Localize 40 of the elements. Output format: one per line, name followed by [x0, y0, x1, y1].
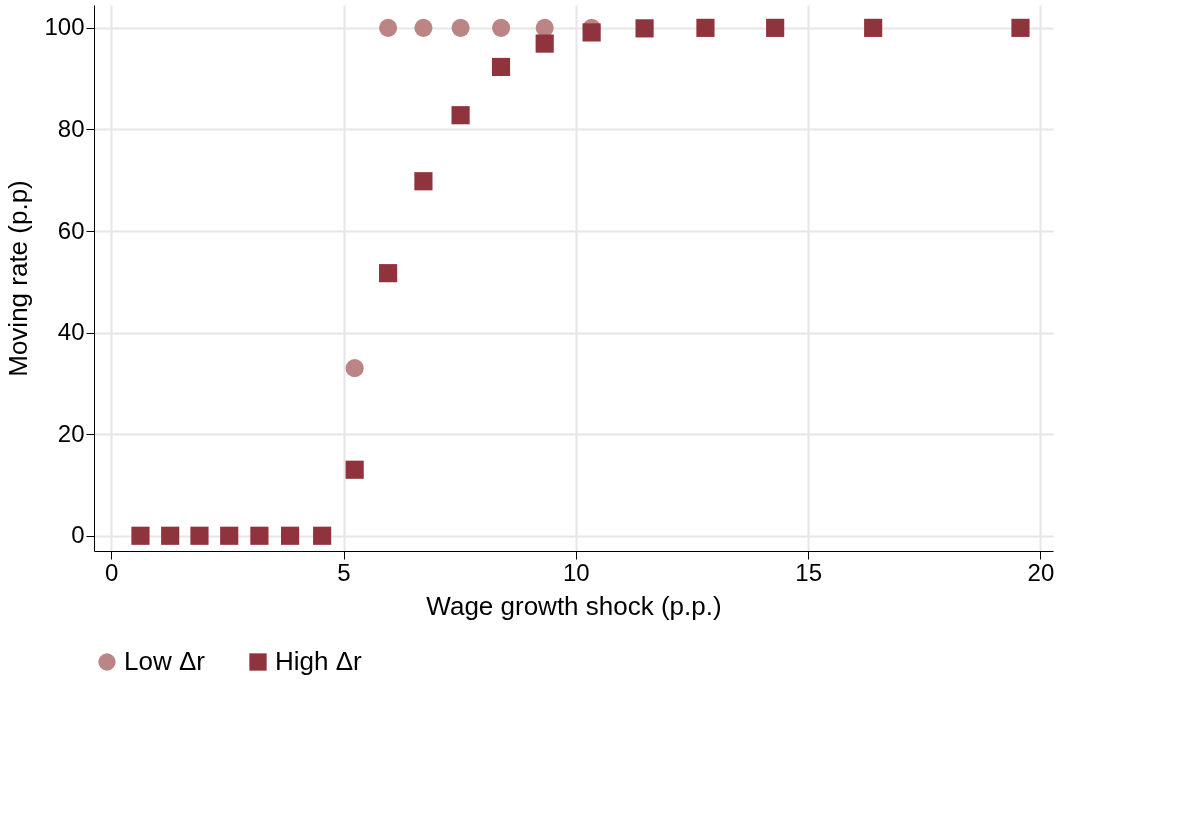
point	[535, 34, 554, 53]
point	[635, 19, 654, 38]
point	[491, 18, 511, 37]
point	[766, 18, 785, 37]
y-tick-label: 100	[44, 13, 85, 41]
x-axis-title: Wage growth shock (p.p.)	[426, 590, 722, 621]
legend-label: Low Δr	[124, 646, 206, 676]
y-tick-label: 0	[71, 521, 85, 549]
y-tick-label: 60	[57, 216, 85, 244]
point	[535, 18, 554, 37]
point	[313, 526, 332, 545]
point	[220, 526, 239, 545]
point	[696, 18, 715, 37]
point	[491, 57, 511, 77]
point	[451, 18, 470, 37]
point	[345, 460, 364, 479]
x-tick-label: 5	[337, 558, 351, 586]
x-tick-label: 20	[1027, 558, 1055, 586]
point	[280, 526, 300, 545]
x-tick-label: 0	[105, 558, 119, 586]
y-tick-label: 20	[57, 419, 85, 447]
point	[582, 23, 601, 42]
point	[451, 106, 470, 125]
y-axis-title: Moving rate (p.p)	[3, 180, 34, 377]
legend-label: High Δr	[275, 646, 363, 676]
x-tick-label: 10	[562, 558, 590, 586]
point	[250, 526, 269, 545]
point	[864, 18, 883, 37]
point	[414, 18, 433, 37]
point	[379, 264, 398, 283]
point	[414, 172, 433, 191]
point	[1011, 18, 1030, 37]
point	[379, 18, 398, 37]
point	[161, 526, 180, 545]
y-tick-label: 80	[57, 114, 85, 142]
x-tick-label: 15	[795, 558, 822, 586]
point	[190, 526, 209, 545]
y-tick-label: 40	[57, 318, 85, 346]
point	[345, 359, 364, 378]
point	[131, 526, 150, 545]
